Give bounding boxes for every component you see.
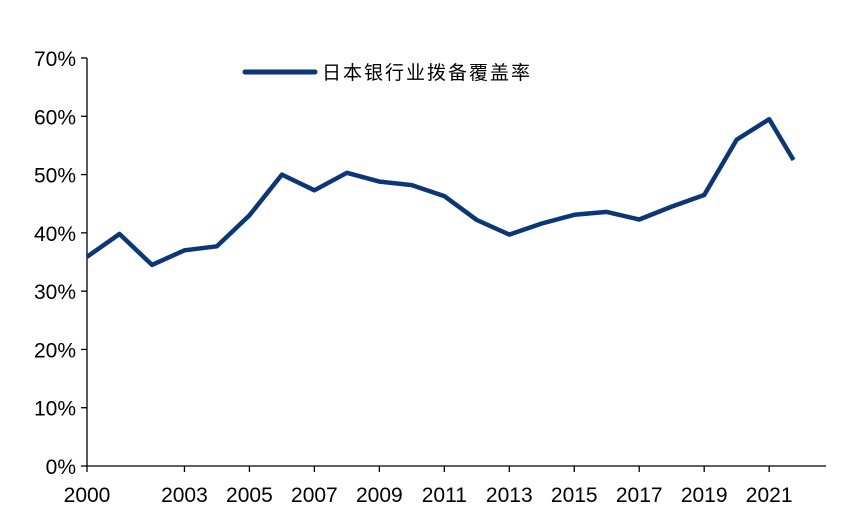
x-tick-label: 2011 xyxy=(422,484,467,507)
x-tick-label: 2007 xyxy=(291,484,338,507)
y-tick-label: 20% xyxy=(34,339,76,362)
x-tick-label: 2017 xyxy=(616,484,663,507)
legend: 日本银行业拨备覆盖率 xyxy=(242,62,532,84)
x-tick-label: 2005 xyxy=(226,484,273,507)
x-tick-label: 2019 xyxy=(681,484,728,507)
x-tick-label: 2013 xyxy=(486,484,533,507)
y-tick-label: 40% xyxy=(34,223,76,246)
y-tick-label: 10% xyxy=(34,398,76,421)
series-line xyxy=(85,116,796,268)
x-tick-label: 2009 xyxy=(356,484,403,507)
y-axis: 0% 10% 20% 30% 40% 50% 60% 70% xyxy=(34,48,88,479)
series-layer xyxy=(85,116,796,268)
x-tick-label: 2021 xyxy=(746,484,793,507)
y-tick-label: 0% xyxy=(46,456,76,479)
x-tick-label: 2015 xyxy=(551,484,598,507)
x-axis: 2000 2003 2005 2007 2009 2011 2013 2015 2017 2019… xyxy=(64,465,826,507)
y-tick-label: 70% xyxy=(34,48,76,71)
y-tick-label: 50% xyxy=(34,165,76,188)
x-tick-label: 2000 xyxy=(64,484,111,507)
y-tick-label: 30% xyxy=(34,281,76,304)
x-tick-label: 2003 xyxy=(161,484,208,507)
y-tick-label: 60% xyxy=(34,106,76,129)
legend-label: 日本银行业拨备覆盖率 xyxy=(322,62,532,84)
